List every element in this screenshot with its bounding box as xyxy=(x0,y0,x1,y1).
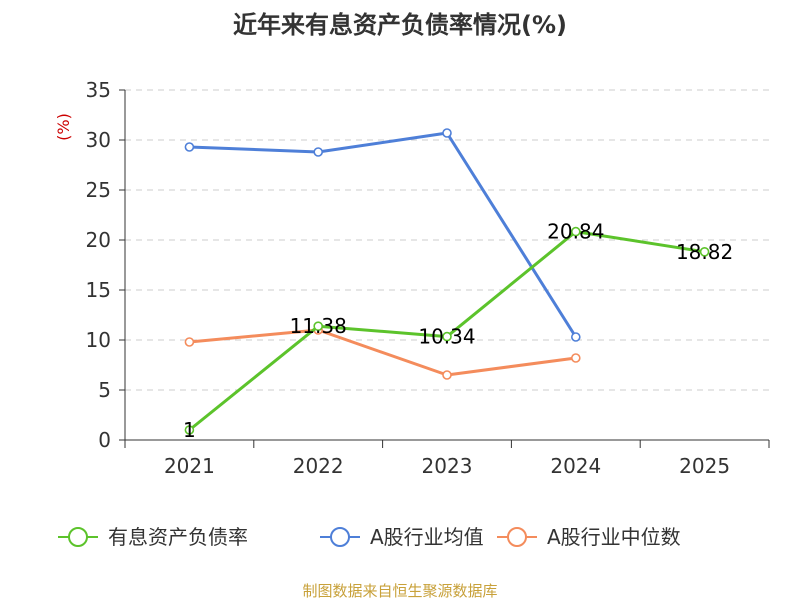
data-point xyxy=(184,425,195,435)
legend-label: 有息资产负债率 xyxy=(108,525,248,549)
data-point xyxy=(442,331,452,342)
data-point xyxy=(313,321,324,332)
legend-swatch-marker xyxy=(330,527,350,547)
y-tick-label: 15 xyxy=(86,278,111,302)
legend-item: 有息资产负债率 xyxy=(58,525,248,549)
data-point xyxy=(570,353,581,363)
data-label: 18.82 xyxy=(676,240,733,264)
data-point xyxy=(699,247,710,257)
data-point xyxy=(570,226,581,237)
series-layer xyxy=(184,128,710,435)
data-label: 11.38 xyxy=(290,314,347,338)
x-tick-label: 2022 xyxy=(293,454,344,478)
data-label: 1 xyxy=(183,418,196,442)
series-line xyxy=(187,131,578,339)
legend-swatch-marker xyxy=(507,527,527,547)
data-labels: 1 11.38 10.34 20.84 18.82 xyxy=(183,220,733,442)
y-tick-label: 20 xyxy=(86,228,111,252)
y-tick-label: 35 xyxy=(86,78,111,102)
y-tick-label: 10 xyxy=(86,328,111,352)
legend-item: A股行业均值 xyxy=(320,525,484,549)
data-label: 20.84 xyxy=(547,220,604,244)
legend: 有息资产负债率 A股行业均值 A股行业中位数 xyxy=(58,525,681,549)
legend-label: A股行业中位数 xyxy=(547,525,681,549)
data-point xyxy=(442,128,452,138)
series-line xyxy=(187,328,578,377)
data-point xyxy=(184,142,195,152)
data-point xyxy=(570,332,581,342)
series-1 xyxy=(184,128,581,342)
legend-item: A股行业中位数 xyxy=(497,525,681,549)
x-tick-label: 2023 xyxy=(422,454,473,478)
chart-title: 近年来有息资产负债率情况(%) xyxy=(233,11,567,39)
legend-swatch-marker xyxy=(68,527,88,547)
y-tick-label: 0 xyxy=(98,428,111,452)
series-0 xyxy=(184,226,710,435)
x-tick-label: 2024 xyxy=(550,454,601,478)
legend-label: A股行业均值 xyxy=(370,525,484,549)
x-tick-label: 2025 xyxy=(679,454,730,478)
data-point xyxy=(184,337,195,347)
series-2 xyxy=(184,325,581,380)
y-tick-label: 25 xyxy=(86,178,111,202)
y-tick-label: 5 xyxy=(98,378,111,402)
data-point xyxy=(313,147,324,157)
data-label: 10.34 xyxy=(418,325,475,349)
source-note: 制图数据来自恒生聚源数据库 xyxy=(302,582,497,600)
y-axis-unit: (%) xyxy=(54,113,73,141)
x-tick-label: 2021 xyxy=(164,454,215,478)
data-point xyxy=(442,370,452,380)
y-tick-label: 30 xyxy=(86,128,111,152)
